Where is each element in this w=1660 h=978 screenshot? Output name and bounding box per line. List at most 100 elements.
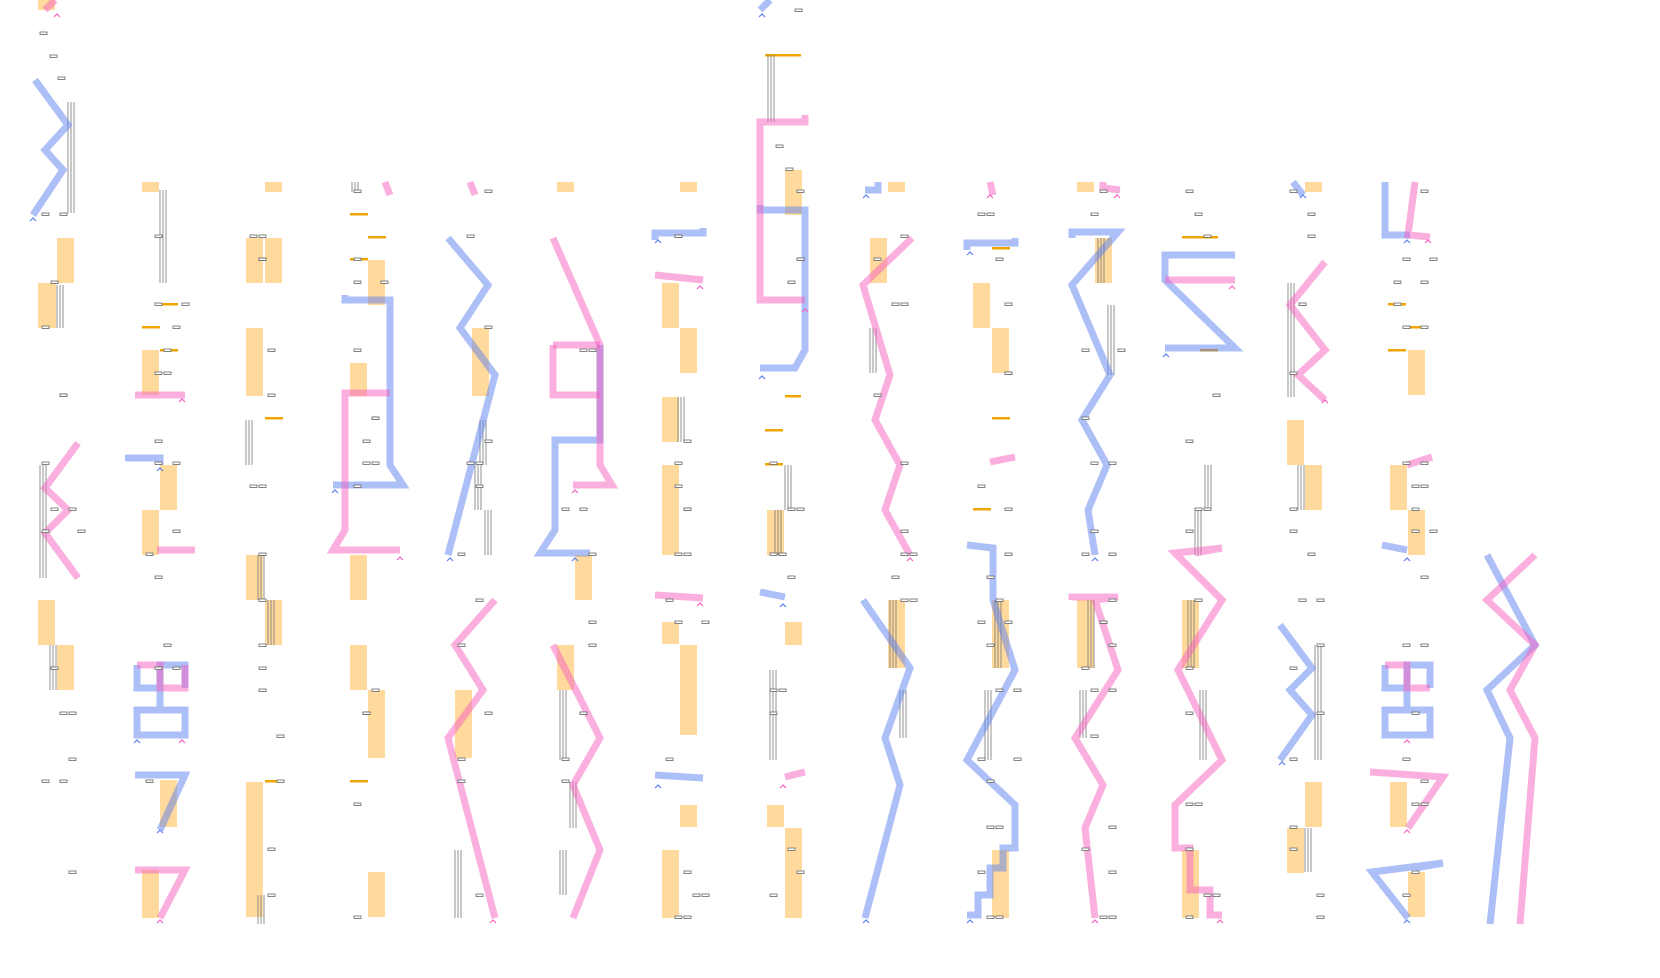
key-box (41, 461, 50, 465)
blue-track (1277, 622, 1317, 763)
key-box (1420, 575, 1429, 579)
note-block (785, 622, 802, 645)
key-box (1316, 915, 1325, 919)
key-box (39, 31, 48, 35)
key-box (1004, 552, 1013, 556)
note-block (1077, 182, 1094, 192)
caret (1278, 761, 1286, 766)
blue-track (1381, 661, 1434, 739)
key-box (371, 461, 380, 465)
key-box (995, 598, 1004, 602)
key-box (1411, 711, 1420, 715)
key-box (785, 167, 794, 171)
key-box (1307, 552, 1316, 556)
note-block (973, 283, 990, 328)
key-box (353, 280, 362, 284)
key-box (683, 439, 692, 443)
key-box (154, 575, 163, 579)
key-box (588, 552, 597, 556)
key-box (1402, 643, 1411, 647)
blue-track (135, 771, 191, 832)
key-box (50, 507, 59, 511)
accent-bar (765, 54, 801, 57)
key-box (674, 484, 683, 488)
key-box (1185, 189, 1194, 193)
note-block (142, 510, 159, 555)
key-box (1108, 461, 1117, 465)
key-box (769, 711, 778, 715)
key-box (1185, 915, 1194, 919)
key-box (145, 779, 154, 783)
note-block (350, 645, 367, 690)
blue-track (756, 205, 809, 372)
note-block (265, 238, 282, 283)
key-box (267, 893, 276, 897)
key-box (258, 234, 267, 238)
key-box (1402, 757, 1411, 761)
key-box (1117, 348, 1126, 352)
key-box (1081, 416, 1090, 420)
caret (779, 603, 787, 608)
key-box (1289, 371, 1298, 375)
note-block (767, 805, 784, 827)
key-box (172, 529, 181, 533)
key-box (977, 484, 986, 488)
key-box (1393, 280, 1402, 284)
accent-bar (265, 780, 283, 783)
pink-track (986, 181, 997, 196)
blue-track (1381, 182, 1410, 239)
note-block (368, 690, 385, 758)
key-box (475, 893, 484, 897)
key-box (59, 393, 68, 397)
key-box (1402, 893, 1411, 897)
caret (966, 919, 974, 924)
pink-track (135, 866, 191, 920)
pink-track (654, 271, 704, 284)
key-box (258, 552, 267, 556)
blue-track (30, 77, 73, 217)
caret (133, 739, 141, 744)
key-box (683, 552, 692, 556)
note-block (142, 182, 159, 192)
key-box (1081, 847, 1090, 851)
note-block (1305, 782, 1322, 827)
key-box (1420, 461, 1429, 465)
caret (571, 489, 579, 494)
key-box (1090, 461, 1099, 465)
key-box (276, 734, 285, 738)
note-block (350, 363, 367, 396)
key-box (475, 484, 484, 488)
key-box (1090, 212, 1099, 216)
key-box (1298, 302, 1307, 306)
blue-track (654, 771, 704, 782)
key-box (1185, 529, 1194, 533)
note-block (1390, 782, 1407, 827)
key-box (353, 915, 362, 919)
key-box (977, 757, 986, 761)
accent-bar (1405, 326, 1423, 329)
key-box (353, 189, 362, 193)
key-box (769, 461, 778, 465)
key-box (172, 666, 181, 670)
key-box (1185, 439, 1194, 443)
key-box (1108, 552, 1117, 556)
key-box (1420, 325, 1429, 329)
key-box (484, 189, 493, 193)
key-box (579, 348, 588, 352)
note-block (575, 555, 592, 600)
pink-track (1099, 182, 1121, 194)
key-box (787, 507, 796, 511)
key-box (873, 393, 882, 397)
key-box (986, 212, 995, 216)
key-box (1307, 234, 1316, 238)
key-box (778, 552, 787, 556)
blue-track (1365, 859, 1444, 921)
accent-bar (992, 417, 1010, 420)
key-box (145, 552, 154, 556)
caret (801, 308, 809, 313)
key-box (267, 393, 276, 397)
key-box (1402, 257, 1411, 261)
key-box (1298, 598, 1307, 602)
key-box (1185, 666, 1194, 670)
